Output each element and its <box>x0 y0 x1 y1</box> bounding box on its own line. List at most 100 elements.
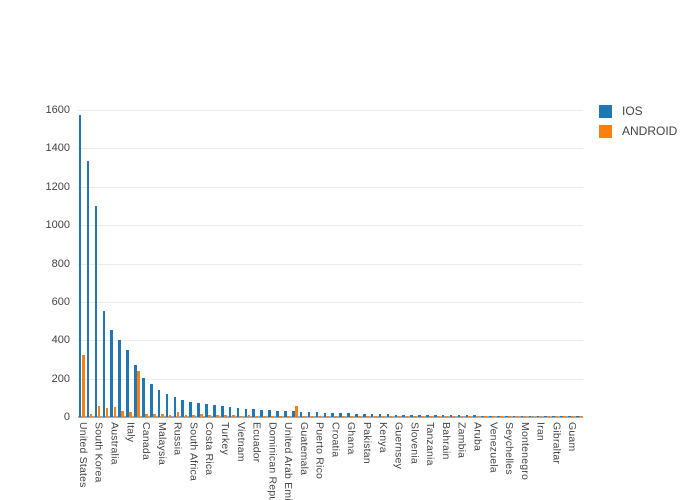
bar-android-country-56[interactable] <box>515 416 519 417</box>
bar-android-country-8[interactable] <box>137 371 140 417</box>
bar-android-country-20[interactable] <box>231 415 235 417</box>
bar-android-italy[interactable] <box>129 412 132 417</box>
bar-ios-country-64[interactable] <box>576 416 579 417</box>
bar-android-country-30[interactable] <box>310 416 314 417</box>
bar-android-united-arab-emirates[interactable] <box>287 416 290 417</box>
bar-android-country-24[interactable] <box>263 416 267 417</box>
bar-android-country-4[interactable] <box>105 408 109 417</box>
bar-android-country-60[interactable] <box>547 416 551 417</box>
bar-ios-country-48[interactable] <box>449 415 453 417</box>
bar-ios-country-50[interactable] <box>465 415 469 417</box>
bar-ios-italy[interactable] <box>126 350 129 417</box>
bar-ios-ghana[interactable] <box>347 413 350 417</box>
bar-android-country-38[interactable] <box>373 416 377 417</box>
bar-android-country-6[interactable] <box>121 411 125 417</box>
bar-ios-montenegro[interactable] <box>520 416 524 417</box>
bar-android-ecuador[interactable] <box>255 416 259 417</box>
bar-android-russia[interactable] <box>176 412 180 417</box>
bar-android-guernsey[interactable] <box>397 416 401 417</box>
bar-android-country-44[interactable] <box>421 416 424 417</box>
bar-ios-country-46[interactable] <box>433 415 437 417</box>
bar-android-country-26[interactable] <box>279 416 282 417</box>
bar-ios-country-22[interactable] <box>244 409 248 417</box>
bar-android-aruba[interactable] <box>476 416 480 417</box>
bar-ios-country-62[interactable] <box>560 416 563 417</box>
bar-android-country-48[interactable] <box>452 416 456 417</box>
bar-ios-seychelles[interactable] <box>504 416 508 417</box>
bar-android-country-2[interactable] <box>89 414 93 417</box>
bar-android-kenya[interactable] <box>381 416 385 417</box>
bar-android-country-14[interactable] <box>184 415 188 417</box>
bar-ios-country-60[interactable] <box>544 416 548 417</box>
bar-android-country-18[interactable] <box>216 415 219 417</box>
bar-android-puerto-rico[interactable] <box>318 416 322 417</box>
bar-android-country-16[interactable] <box>200 414 203 417</box>
bar-ios-australia[interactable] <box>110 330 114 417</box>
bar-android-slovenia[interactable] <box>413 416 416 417</box>
bar-ios-united-arab-emirates[interactable] <box>284 411 287 417</box>
bar-ios-south-korea[interactable] <box>94 206 98 417</box>
bar-android-country-36[interactable] <box>358 416 361 417</box>
bar-android-country-64[interactable] <box>579 416 582 417</box>
bar-ios-country-12[interactable] <box>165 394 169 417</box>
bar-android-zambia[interactable] <box>460 416 464 417</box>
bar-android-dominican-republic[interactable] <box>271 416 274 417</box>
bar-ios-country-14[interactable] <box>181 400 185 417</box>
bar-ios-country-42[interactable] <box>402 415 405 417</box>
bar-ios-croatia[interactable] <box>331 413 334 417</box>
bar-ios-country-8[interactable] <box>134 365 137 417</box>
bar-ios-bahrain[interactable] <box>441 415 445 417</box>
bar-ios-ecuador[interactable] <box>252 409 256 417</box>
bar-ios-country-54[interactable] <box>497 416 500 417</box>
bar-ios-country-24[interactable] <box>260 410 263 417</box>
bar-ios-country-34[interactable] <box>339 413 342 417</box>
legend-entry-ios[interactable]: IOS <box>599 104 677 118</box>
bar-ios-costa-rica[interactable] <box>205 404 208 417</box>
bar-android-pakistan[interactable] <box>366 416 369 417</box>
bar-ios-vietnam[interactable] <box>236 408 240 417</box>
bar-ios-guam[interactable] <box>568 416 571 417</box>
bar-ios-country-38[interactable] <box>370 414 374 417</box>
bar-android-gibraltar[interactable] <box>555 416 559 417</box>
bar-ios-guernsey[interactable] <box>394 415 398 417</box>
bar-ios-country-56[interactable] <box>512 416 516 417</box>
bar-android-malaysia[interactable] <box>160 414 164 417</box>
bar-android-country-50[interactable] <box>468 416 472 417</box>
bar-android-south-africa[interactable] <box>192 415 196 417</box>
bar-android-country-32[interactable] <box>326 416 330 417</box>
bar-android-seychelles[interactable] <box>508 416 511 417</box>
bar-ios-country-52[interactable] <box>481 416 484 417</box>
bar-ios-country-10[interactable] <box>149 384 153 417</box>
bar-android-country-58[interactable] <box>531 416 535 417</box>
bar-ios-tanzania[interactable] <box>426 415 429 417</box>
bar-ios-puerto-rico[interactable] <box>315 412 319 417</box>
bar-ios-guatemala[interactable] <box>299 412 303 417</box>
bar-android-country-62[interactable] <box>563 416 566 417</box>
bar-ios-country-40[interactable] <box>386 414 390 417</box>
bar-ios-country-20[interactable] <box>228 407 232 417</box>
bar-android-tanzania[interactable] <box>429 416 432 417</box>
bar-android-vietnam[interactable] <box>239 416 243 417</box>
bar-android-country-46[interactable] <box>437 416 440 417</box>
bar-android-country-28[interactable] <box>295 406 298 417</box>
bar-android-australia[interactable] <box>113 407 117 417</box>
bar-ios-venezuela[interactable] <box>489 416 492 417</box>
bar-android-venezuela[interactable] <box>492 416 495 417</box>
bar-ios-country-30[interactable] <box>307 412 311 417</box>
bar-android-bahrain[interactable] <box>444 416 448 417</box>
bar-android-country-42[interactable] <box>405 416 409 417</box>
bar-android-country-22[interactable] <box>247 415 251 417</box>
bar-android-guam[interactable] <box>571 416 574 417</box>
bar-android-country-34[interactable] <box>342 416 345 417</box>
bar-ios-zambia[interactable] <box>457 415 461 417</box>
bar-android-country-52[interactable] <box>484 416 487 417</box>
bar-android-country-10[interactable] <box>153 414 156 417</box>
bar-ios-slovenia[interactable] <box>410 415 413 417</box>
bar-ios-country-18[interactable] <box>213 405 216 417</box>
bar-android-iran[interactable] <box>539 416 543 417</box>
bar-ios-pakistan[interactable] <box>362 414 366 417</box>
bar-android-country-12[interactable] <box>168 415 172 417</box>
bar-ios-canada[interactable] <box>142 378 145 417</box>
bar-ios-country-6[interactable] <box>118 340 121 417</box>
bar-android-canada[interactable] <box>145 414 148 417</box>
